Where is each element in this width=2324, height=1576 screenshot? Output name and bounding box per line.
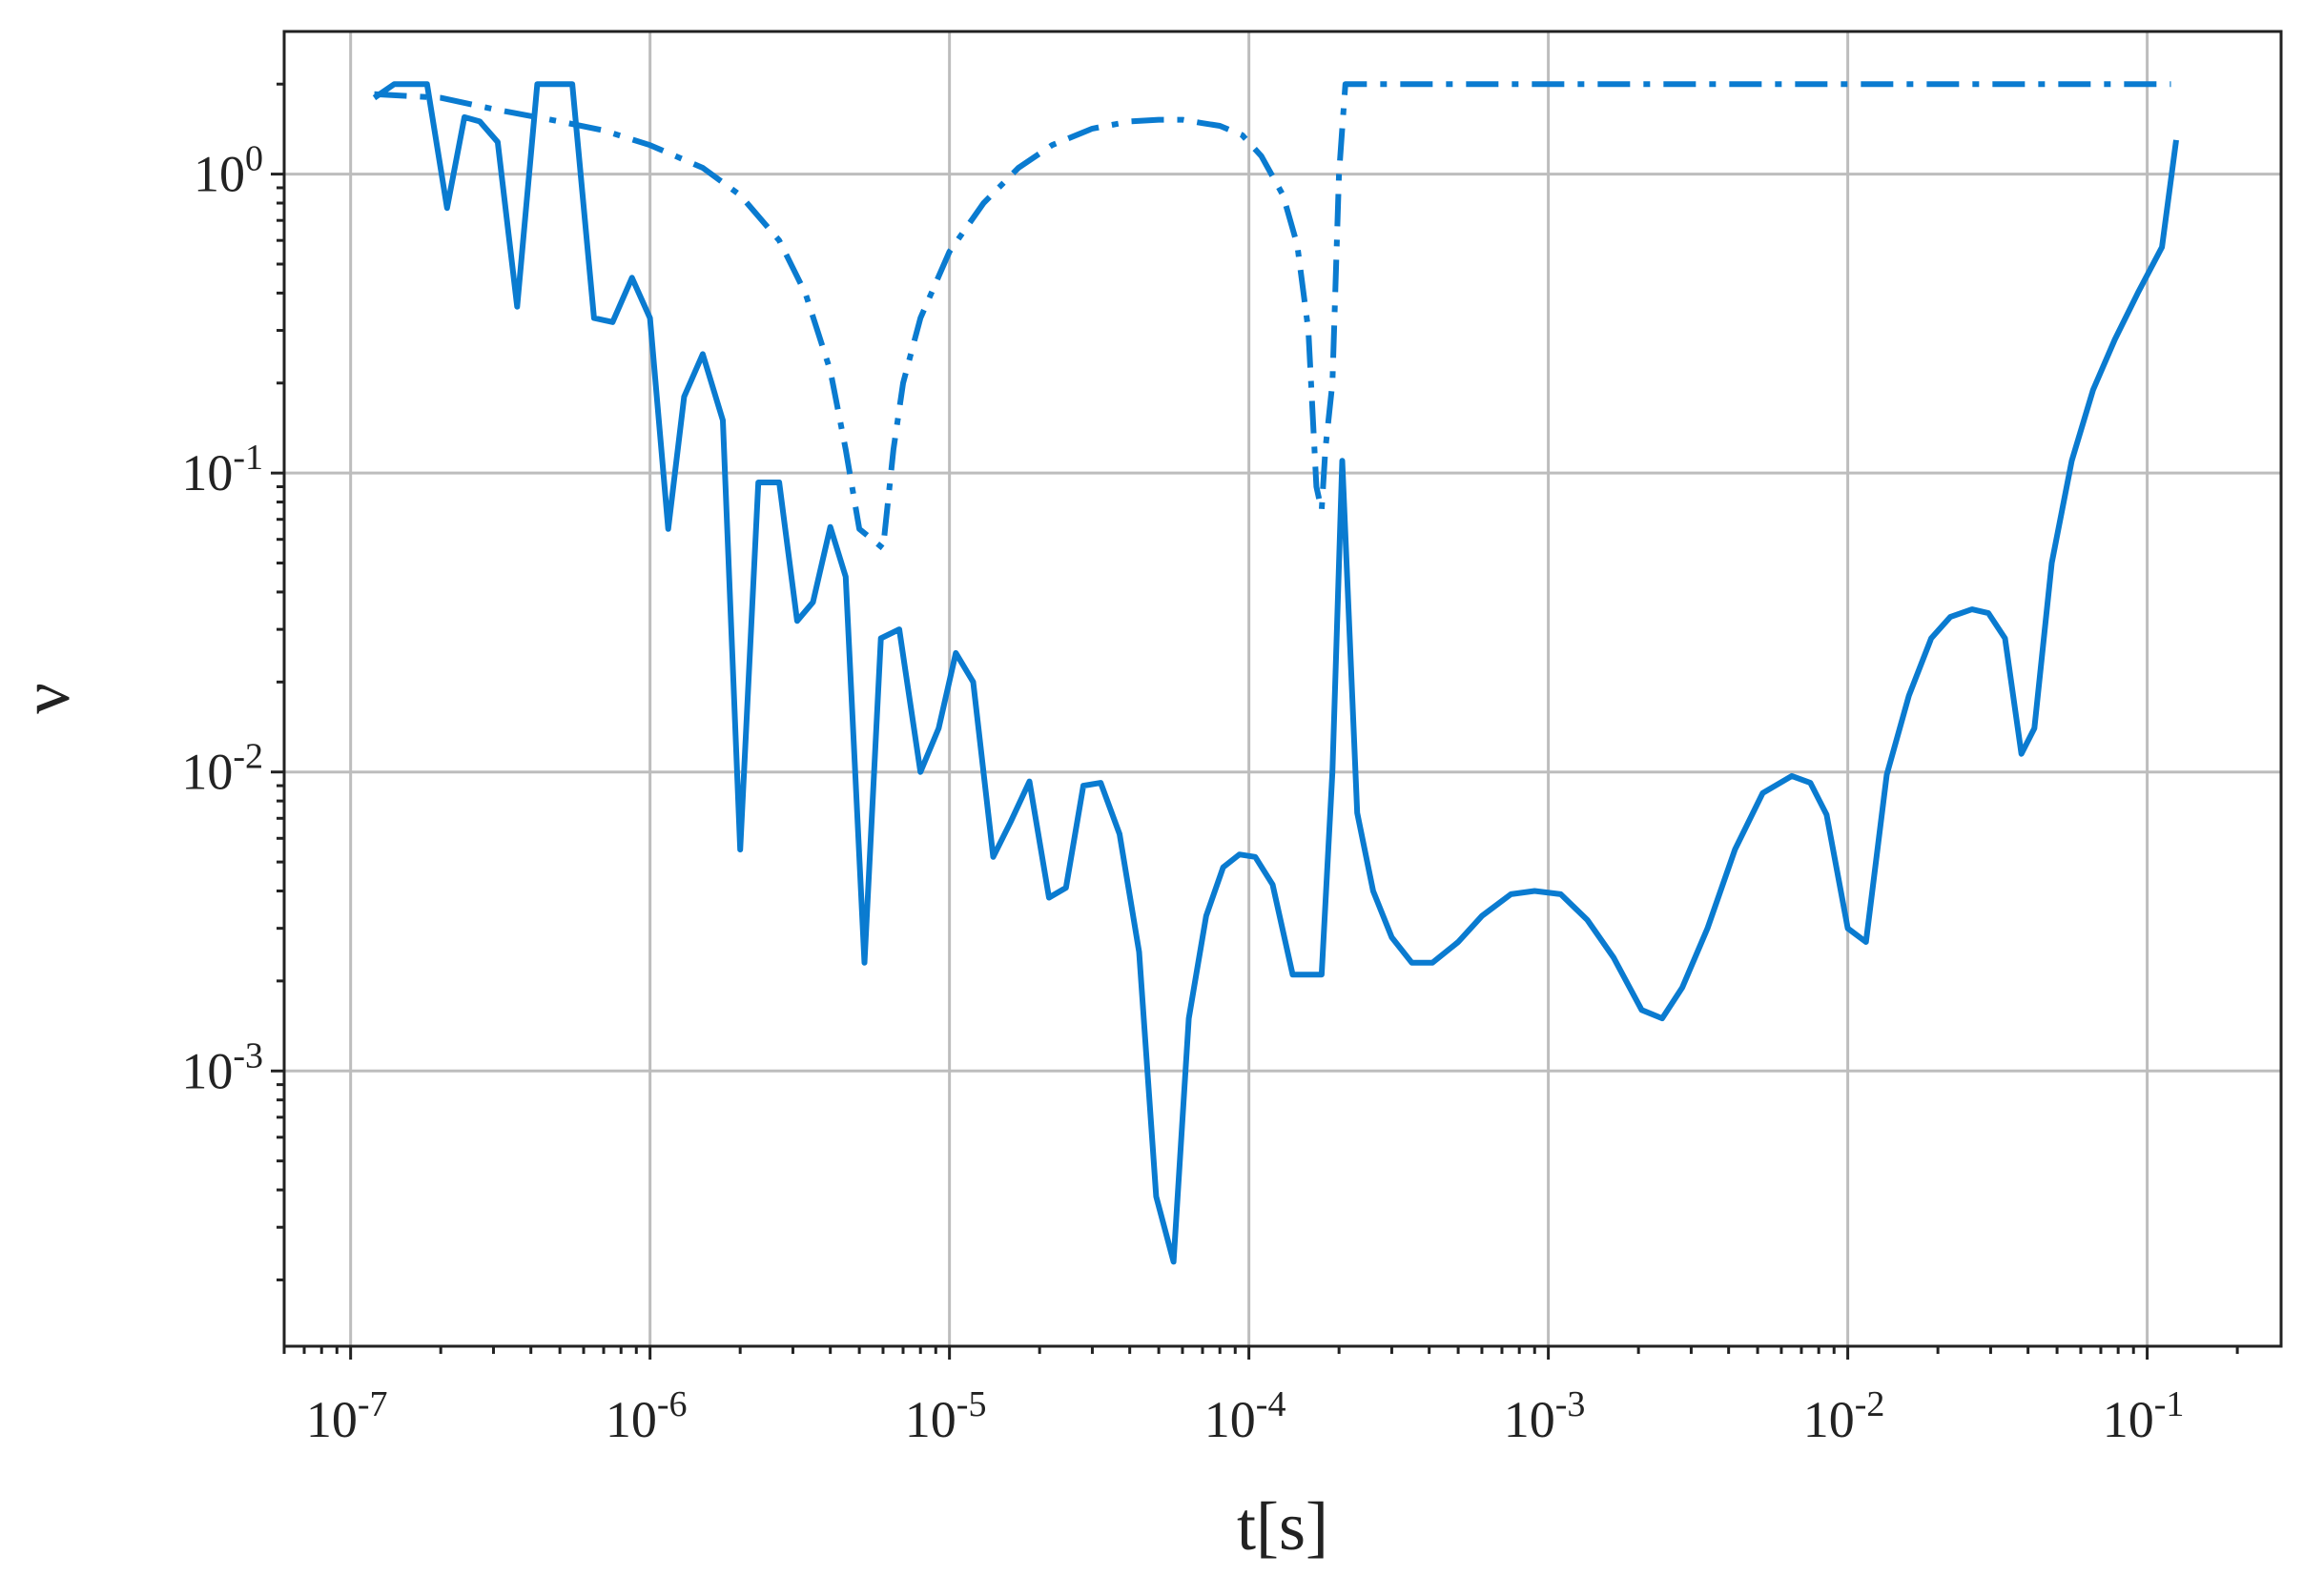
series-layer — [372, 81, 2179, 1265]
x-tick-label: 10-1 — [2103, 1384, 2185, 1448]
x-tick-label: 10-2 — [1803, 1384, 1885, 1448]
x-tick-label: 10-7 — [306, 1384, 388, 1448]
y-tick-label: 10-2 — [181, 737, 263, 801]
x-axis-label: t[s] — [1237, 1488, 1328, 1565]
x-tick-label: 10-4 — [1204, 1384, 1286, 1448]
y-tick-label: 10-3 — [181, 1035, 263, 1099]
y-axis-label: ν — [8, 683, 84, 714]
tick-labels: 10-7 10-6 10-5 10-4 10-3 10-2 10-1 100 10-1 10-2 1… — [181, 139, 2184, 1448]
x-tick-label: 10-5 — [905, 1384, 987, 1448]
axis-ticks — [271, 82, 2239, 1360]
x-tick-label: 10-6 — [606, 1384, 688, 1448]
plot-frame — [282, 30, 2283, 1348]
x-tick-label: 10-3 — [1504, 1384, 1586, 1448]
y-tick-label: 10-1 — [181, 438, 263, 501]
series-solid-line — [372, 81, 2179, 1265]
y-tick-label: 100 — [194, 139, 263, 203]
series-dashdot-line — [374, 81, 2171, 552]
